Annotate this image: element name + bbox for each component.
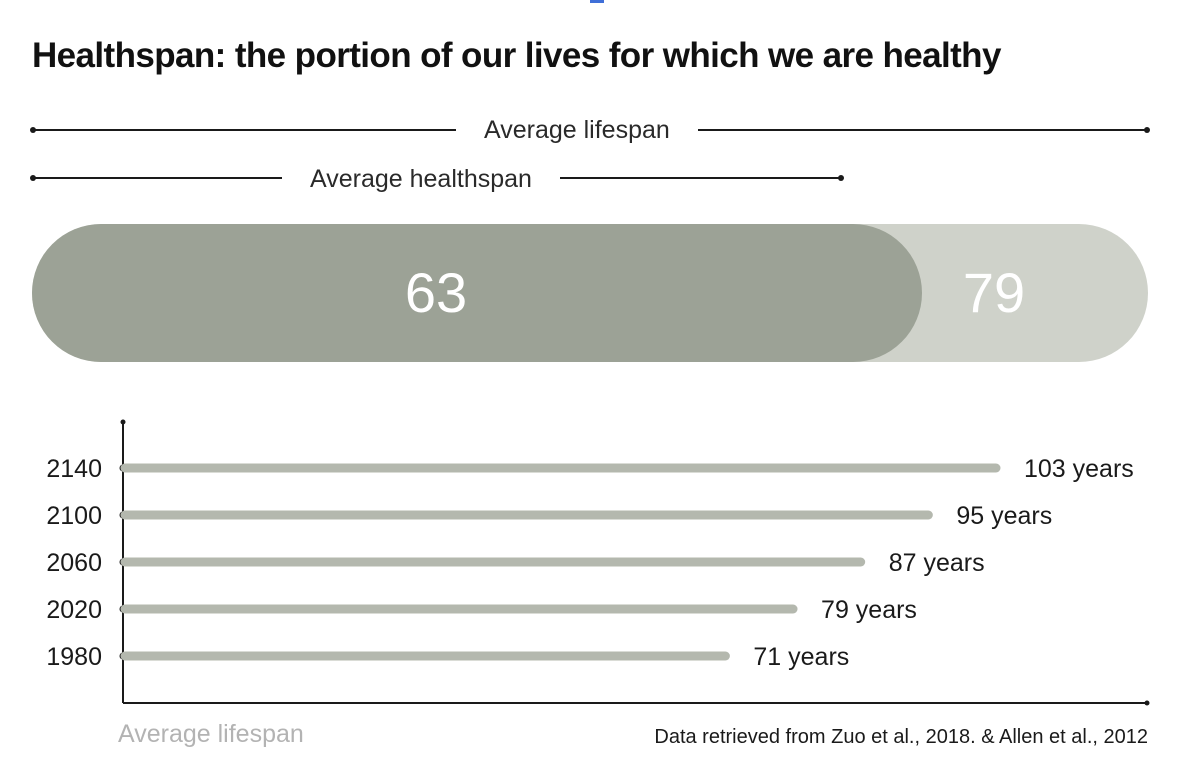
- x-axis-title: Average lifespan: [118, 720, 304, 748]
- y-tick-label: 2140: [46, 455, 102, 483]
- bar-value-label: 95 years: [956, 502, 1052, 530]
- healthspan-pill: [32, 224, 922, 362]
- healthspan-value: 63: [404, 261, 468, 324]
- y-axis-end-dot: [120, 419, 126, 425]
- lifespan-pill: 63 79: [32, 224, 1148, 362]
- x-axis-end-dot: [1144, 700, 1150, 706]
- bar-value-label: 79 years: [821, 596, 917, 624]
- source-note: Data retrieved from Zuo et al., 2018. & …: [654, 726, 1148, 748]
- bar-value-label: 103 years: [1024, 455, 1134, 483]
- y-tick-label: 1980: [46, 643, 102, 671]
- chart-title: Healthspan: the portion of our lives for…: [32, 36, 1001, 75]
- lifespan-value: 79: [962, 261, 1026, 324]
- y-tick-label: 2020: [46, 596, 102, 624]
- y-tick-label: 2060: [46, 549, 102, 577]
- bar-value-label: 87 years: [889, 549, 985, 577]
- lifespan-range-label: Average lifespan: [456, 115, 698, 145]
- y-tick-label: 2100: [46, 502, 102, 530]
- bar-value-label: 71 years: [753, 643, 849, 671]
- healthspan-range-label: Average healthspan: [282, 164, 560, 194]
- top-accent-mark: [590, 0, 604, 3]
